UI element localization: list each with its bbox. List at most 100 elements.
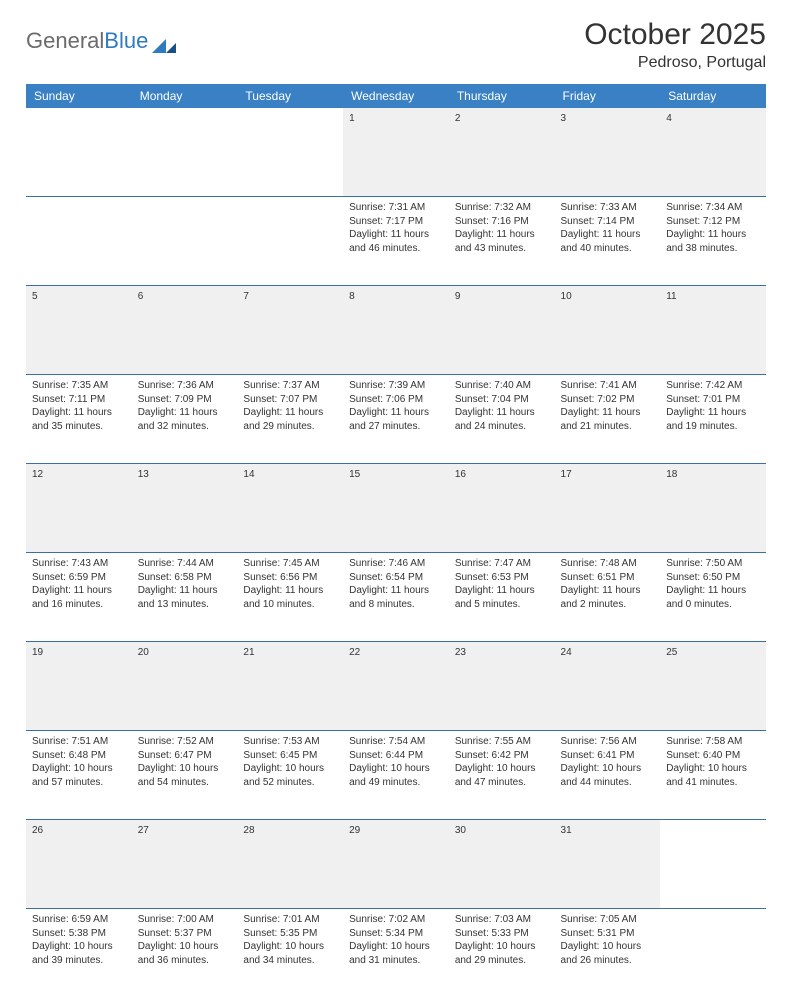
day-cell: Sunrise: 7:47 AMSunset: 6:53 PMDaylight:…	[449, 553, 555, 642]
day-number: 30	[449, 820, 555, 909]
day-number: 24	[555, 642, 661, 731]
day-number: 1	[343, 108, 449, 197]
week-row: Sunrise: 6:59 AMSunset: 5:38 PMDaylight:…	[26, 909, 766, 998]
day-detail-line: and 39 minutes.	[32, 954, 126, 968]
weekday-header: Wednesday	[343, 84, 449, 108]
day-cell: Sunrise: 7:32 AMSunset: 7:16 PMDaylight:…	[449, 197, 555, 286]
day-detail-line: Sunset: 6:42 PM	[455, 749, 549, 763]
day-number-row: 567891011	[26, 286, 766, 375]
day-number: 14	[237, 464, 343, 553]
day-detail-line: Daylight: 10 hours	[243, 762, 337, 776]
day-detail-line: Daylight: 10 hours	[349, 762, 443, 776]
day-number: 19	[26, 642, 132, 731]
day-detail-line: Daylight: 10 hours	[666, 762, 760, 776]
day-detail-line: Sunrise: 7:32 AM	[455, 201, 549, 215]
day-detail-line: Sunrise: 7:37 AM	[243, 379, 337, 393]
day-detail-line: Daylight: 11 hours	[349, 406, 443, 420]
day-number: 28	[237, 820, 343, 909]
day-detail-line: Daylight: 11 hours	[32, 406, 126, 420]
day-number: 20	[132, 642, 238, 731]
day-detail-line: Sunrise: 7:44 AM	[138, 557, 232, 571]
day-cell: Sunrise: 6:59 AMSunset: 5:38 PMDaylight:…	[26, 909, 132, 998]
brand-part1: General	[26, 28, 104, 54]
day-number: 3	[555, 108, 661, 197]
day-detail-line: Daylight: 10 hours	[32, 940, 126, 954]
day-detail-line: Sunrise: 7:50 AM	[666, 557, 760, 571]
day-detail-line: and 0 minutes.	[666, 598, 760, 612]
day-detail-line: Daylight: 10 hours	[561, 762, 655, 776]
calendar-table: Sunday Monday Tuesday Wednesday Thursday…	[26, 84, 766, 997]
day-number: 13	[132, 464, 238, 553]
day-cell: Sunrise: 7:01 AMSunset: 5:35 PMDaylight:…	[237, 909, 343, 998]
day-cell: Sunrise: 7:53 AMSunset: 6:45 PMDaylight:…	[237, 731, 343, 820]
day-number-row: 12131415161718	[26, 464, 766, 553]
day-detail-line: Sunset: 7:17 PM	[349, 215, 443, 229]
day-cell: Sunrise: 7:33 AMSunset: 7:14 PMDaylight:…	[555, 197, 661, 286]
day-detail-line: Daylight: 11 hours	[243, 584, 337, 598]
day-number: 26	[26, 820, 132, 909]
day-detail-line: Daylight: 10 hours	[138, 762, 232, 776]
day-detail-line: Daylight: 11 hours	[455, 584, 549, 598]
day-detail-line: Sunset: 6:54 PM	[349, 571, 443, 585]
day-number: 10	[555, 286, 661, 375]
day-detail-line: and 19 minutes.	[666, 420, 760, 434]
day-detail-line: and 26 minutes.	[561, 954, 655, 968]
day-detail-line: Daylight: 10 hours	[138, 940, 232, 954]
day-detail-line: and 40 minutes.	[561, 242, 655, 256]
day-detail-line: and 38 minutes.	[666, 242, 760, 256]
day-cell	[132, 197, 238, 286]
day-detail-line: Sunset: 6:56 PM	[243, 571, 337, 585]
day-cell	[660, 909, 766, 998]
day-cell: Sunrise: 7:40 AMSunset: 7:04 PMDaylight:…	[449, 375, 555, 464]
day-number: 21	[237, 642, 343, 731]
day-detail-line: and 24 minutes.	[455, 420, 549, 434]
day-detail-line: Sunset: 6:51 PM	[561, 571, 655, 585]
header: GeneralBlue October 2025 Pedroso, Portug…	[26, 18, 766, 72]
day-detail-line: Sunset: 5:31 PM	[561, 927, 655, 941]
day-cell: Sunrise: 7:43 AMSunset: 6:59 PMDaylight:…	[26, 553, 132, 642]
day-detail-line: Sunset: 7:09 PM	[138, 393, 232, 407]
logo-mark-icon	[152, 33, 176, 49]
day-detail-line: Sunrise: 7:02 AM	[349, 913, 443, 927]
day-detail-line: Sunset: 6:40 PM	[666, 749, 760, 763]
weekday-header: Sunday	[26, 84, 132, 108]
day-detail-line: Sunset: 5:35 PM	[243, 927, 337, 941]
day-detail-line: Sunrise: 7:42 AM	[666, 379, 760, 393]
month-title: October 2025	[584, 18, 766, 52]
day-detail-line: Sunset: 7:12 PM	[666, 215, 760, 229]
day-number: 22	[343, 642, 449, 731]
day-detail-line: Sunset: 6:50 PM	[666, 571, 760, 585]
day-detail-line: Daylight: 11 hours	[561, 406, 655, 420]
day-detail-line: Daylight: 11 hours	[349, 584, 443, 598]
day-cell	[237, 197, 343, 286]
day-detail-line: and 2 minutes.	[561, 598, 655, 612]
day-detail-line: Sunrise: 7:58 AM	[666, 735, 760, 749]
day-detail-line: Sunrise: 7:47 AM	[455, 557, 549, 571]
day-detail-line: and 35 minutes.	[32, 420, 126, 434]
day-number: 12	[26, 464, 132, 553]
week-row: Sunrise: 7:43 AMSunset: 6:59 PMDaylight:…	[26, 553, 766, 642]
day-detail-line: Daylight: 11 hours	[138, 584, 232, 598]
day-detail-line: Daylight: 10 hours	[455, 762, 549, 776]
day-detail-line: and 10 minutes.	[243, 598, 337, 612]
day-detail-line: Sunrise: 7:51 AM	[32, 735, 126, 749]
day-detail-line: Daylight: 10 hours	[455, 940, 549, 954]
day-cell: Sunrise: 7:31 AMSunset: 7:17 PMDaylight:…	[343, 197, 449, 286]
day-cell: Sunrise: 7:56 AMSunset: 6:41 PMDaylight:…	[555, 731, 661, 820]
week-row: Sunrise: 7:31 AMSunset: 7:17 PMDaylight:…	[26, 197, 766, 286]
day-number: 17	[555, 464, 661, 553]
day-detail-line: and 47 minutes.	[455, 776, 549, 790]
day-detail-line: Sunrise: 7:43 AM	[32, 557, 126, 571]
brand-logo: GeneralBlue	[26, 18, 176, 54]
day-detail-line: and 43 minutes.	[455, 242, 549, 256]
day-cell: Sunrise: 7:58 AMSunset: 6:40 PMDaylight:…	[660, 731, 766, 820]
day-detail-line: Daylight: 10 hours	[32, 762, 126, 776]
weekday-header: Friday	[555, 84, 661, 108]
day-cell: Sunrise: 7:00 AMSunset: 5:37 PMDaylight:…	[132, 909, 238, 998]
location-label: Pedroso, Portugal	[584, 54, 766, 72]
day-number: 11	[660, 286, 766, 375]
day-detail-line: Sunrise: 7:40 AM	[455, 379, 549, 393]
day-detail-line: Sunrise: 7:03 AM	[455, 913, 549, 927]
day-detail-line: and 34 minutes.	[243, 954, 337, 968]
day-cell: Sunrise: 7:48 AMSunset: 6:51 PMDaylight:…	[555, 553, 661, 642]
